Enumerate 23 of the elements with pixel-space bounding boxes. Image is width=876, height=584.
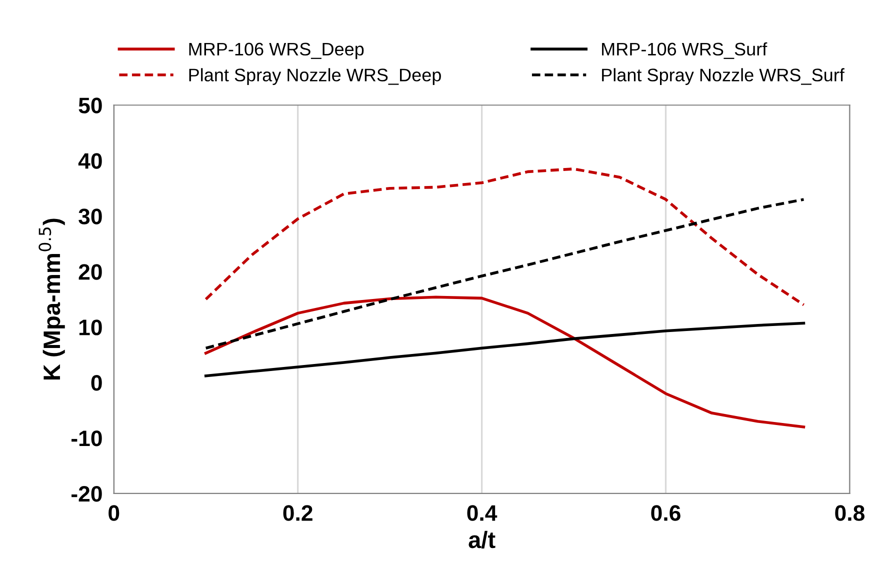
x-tick-label: 0.8 bbox=[835, 505, 864, 521]
y-tick-label: 40 bbox=[78, 153, 102, 169]
y-tick-label: -20 bbox=[72, 486, 102, 502]
y-axis-title: K (Mpa-mm$^{0.5}$) bbox=[38, 218, 65, 380]
y-tick-label: 0 bbox=[91, 375, 102, 391]
y-tick-label: 20 bbox=[78, 264, 102, 280]
legend-label: MRP-106 WRS_Surf bbox=[602, 42, 768, 59]
legend-label: Plant Spray Nozzle WRS_Deep bbox=[189, 68, 441, 85]
legend-label: Plant Spray Nozzle WRS_Surf bbox=[602, 68, 844, 85]
line-series bbox=[204, 296, 806, 428]
y-tick-label: 50 bbox=[78, 98, 102, 114]
y-tick-label: -10 bbox=[72, 430, 102, 446]
line-series bbox=[204, 322, 806, 378]
line-series bbox=[204, 168, 806, 306]
x-tick-label: 0.4 bbox=[467, 505, 498, 521]
legend-label: MRP-106 WRS_Deep bbox=[189, 42, 364, 60]
y-tick-label: 30 bbox=[78, 208, 102, 224]
x-tick-label: 0.2 bbox=[283, 505, 312, 521]
y-tick-label: 10 bbox=[79, 320, 102, 336]
x-tick-label: 0.6 bbox=[651, 505, 680, 521]
line-series bbox=[204, 198, 806, 350]
x-tick-label: 0 bbox=[108, 505, 120, 521]
x-axis-title: a/t bbox=[468, 530, 496, 548]
